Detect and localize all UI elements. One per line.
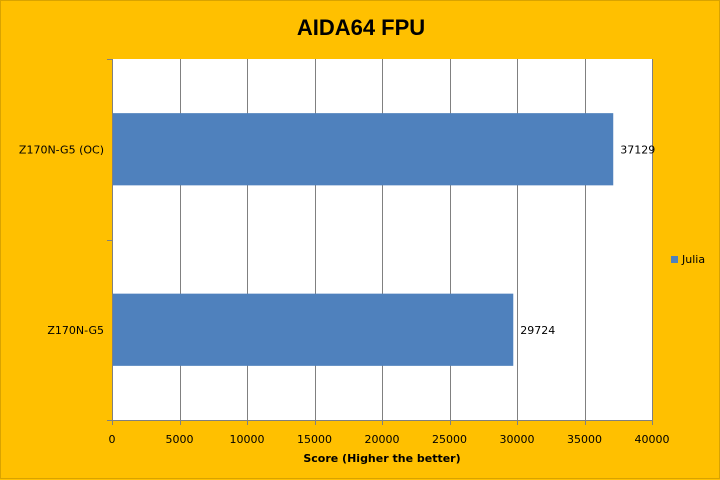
category-label: Z170N-G5 (OC) [19,143,104,156]
x-axis-label: Score (Higher the better) [303,452,460,465]
chart-title: AIDA64 FPU [297,15,425,40]
bars [113,113,614,366]
x-tick-label: 5000 [166,433,194,446]
data-labels: 37129 29724 [520,143,655,337]
legend: Julia [671,253,705,266]
x-tick-label: 35000 [567,433,602,446]
x-tick-labels: 0 5000 10000 15000 20000 25000 30000 35000 40000 [109,433,670,446]
x-tick-label: 10000 [230,433,265,446]
legend-swatch-julia [671,256,678,263]
x-tick-label: 0 [109,433,116,446]
x-tick-label: 20000 [365,433,400,446]
category-labels: Z170N-G5 (OC) Z170N-G5 [19,143,104,337]
x-tick-label: 40000 [635,433,670,446]
legend-label-julia: Julia [681,253,705,266]
x-tick-label: 25000 [432,433,467,446]
x-tick-label: 30000 [500,433,535,446]
bar [113,293,514,366]
x-tick-label: 15000 [297,433,332,446]
bar [113,113,614,186]
data-label: 29724 [520,324,555,337]
axes [107,59,653,425]
data-label: 37129 [620,143,655,156]
category-label: Z170N-G5 [47,324,104,337]
